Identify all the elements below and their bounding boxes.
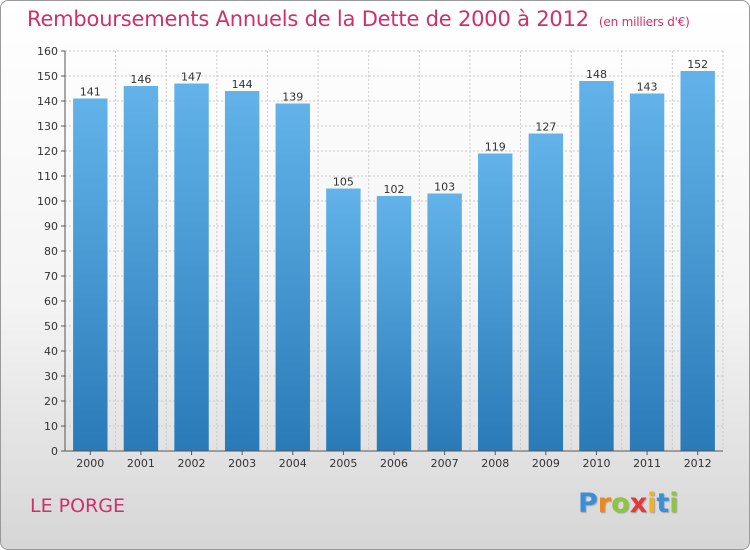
- bar-2006: [376, 196, 412, 451]
- x-tick-label-2005: 2005: [329, 457, 357, 470]
- bar-2010: [579, 81, 614, 451]
- bar-2008: [478, 153, 513, 451]
- value-label-2007: 103: [434, 181, 455, 194]
- bar-2012: [680, 71, 715, 451]
- bar-2004: [275, 103, 310, 451]
- logo-letter: x: [629, 488, 648, 519]
- logo-letter: r: [597, 488, 612, 519]
- logo-letter: o: [611, 488, 630, 519]
- logo-letter: P: [578, 488, 598, 519]
- value-label-2011: 143: [637, 81, 658, 94]
- x-tick-label-2009: 2009: [532, 457, 560, 470]
- units-note: (en milliers d'€): [598, 15, 690, 29]
- y-tick-label: 50: [44, 320, 58, 333]
- y-tick-label: 30: [44, 370, 58, 383]
- bar-2000: [73, 98, 108, 451]
- logo-letter: i: [647, 488, 657, 519]
- logo-letter: t: [656, 488, 670, 519]
- y-tick-label: 160: [37, 45, 58, 58]
- x-tick-label-2003: 2003: [228, 457, 256, 470]
- x-tick-label-2004: 2004: [279, 457, 307, 470]
- axes: 0 10 20 30 40 50 60 70 80 90 100 110 120 130 140 150 160…: [37, 45, 723, 470]
- bar-2001: [123, 86, 159, 451]
- x-tick-label-2012: 2012: [684, 457, 712, 470]
- y-tick-label: 0: [51, 445, 58, 458]
- y-tick-label: 40: [44, 345, 58, 358]
- x-tick-label-2010: 2010: [582, 457, 610, 470]
- y-tick-label: 20: [44, 395, 58, 408]
- value-label-2010: 148: [586, 68, 607, 81]
- chart-title: Remboursements Annuels de la Dette de 20…: [27, 7, 690, 31]
- value-label-2009: 127: [535, 121, 556, 134]
- y-tick-label: 100: [37, 195, 58, 208]
- y-tick-label: 10: [44, 420, 58, 433]
- bar-2003: [224, 91, 260, 451]
- x-tick-label-2008: 2008: [481, 457, 509, 470]
- y-tick-label: 60: [44, 295, 58, 308]
- value-label-2001: 146: [130, 73, 151, 86]
- x-tick-label-2000: 2000: [76, 457, 104, 470]
- value-label-2008: 119: [485, 141, 506, 154]
- value-label-2002: 147: [181, 71, 202, 84]
- value-label-2000: 141: [80, 86, 101, 99]
- x-tick-label-2011: 2011: [633, 457, 661, 470]
- x-tick-label-2001: 2001: [127, 457, 155, 470]
- value-label-2005: 105: [333, 176, 354, 189]
- x-tick-label-2002: 2002: [178, 457, 206, 470]
- value-label-2004: 139: [282, 91, 303, 104]
- value-label-2012: 152: [687, 58, 708, 71]
- data-labels: 141 146 147 144 139 105 102 103 119 127 148 143 152: [80, 58, 708, 196]
- y-tick-label: 90: [44, 220, 58, 233]
- y-tick-label: 130: [37, 120, 58, 133]
- y-tick-label: 70: [44, 270, 58, 283]
- x-tick-label-2007: 2007: [431, 457, 459, 470]
- bar-2007: [427, 193, 462, 451]
- bar-2011: [629, 93, 665, 451]
- proxiti-logo: Proxiti: [578, 488, 679, 519]
- value-label-2003: 144: [232, 78, 253, 91]
- bars: [73, 71, 715, 451]
- bar-2005: [326, 188, 361, 451]
- y-tick-label: 80: [44, 245, 58, 258]
- bar-2009: [528, 133, 564, 451]
- y-tick-label: 110: [37, 170, 58, 183]
- bar-2002: [174, 83, 209, 451]
- y-tick-label: 140: [37, 95, 58, 108]
- logo-letter: i: [669, 488, 679, 519]
- y-tick-label: 120: [37, 145, 58, 158]
- y-tick-label: 150: [37, 70, 58, 83]
- x-tick-label-2006: 2006: [380, 457, 408, 470]
- value-label-2006: 102: [384, 183, 405, 196]
- commune-name: LE PORGE: [30, 495, 125, 517]
- chart-title-text: Remboursements Annuels de la Dette de 20…: [27, 7, 589, 31]
